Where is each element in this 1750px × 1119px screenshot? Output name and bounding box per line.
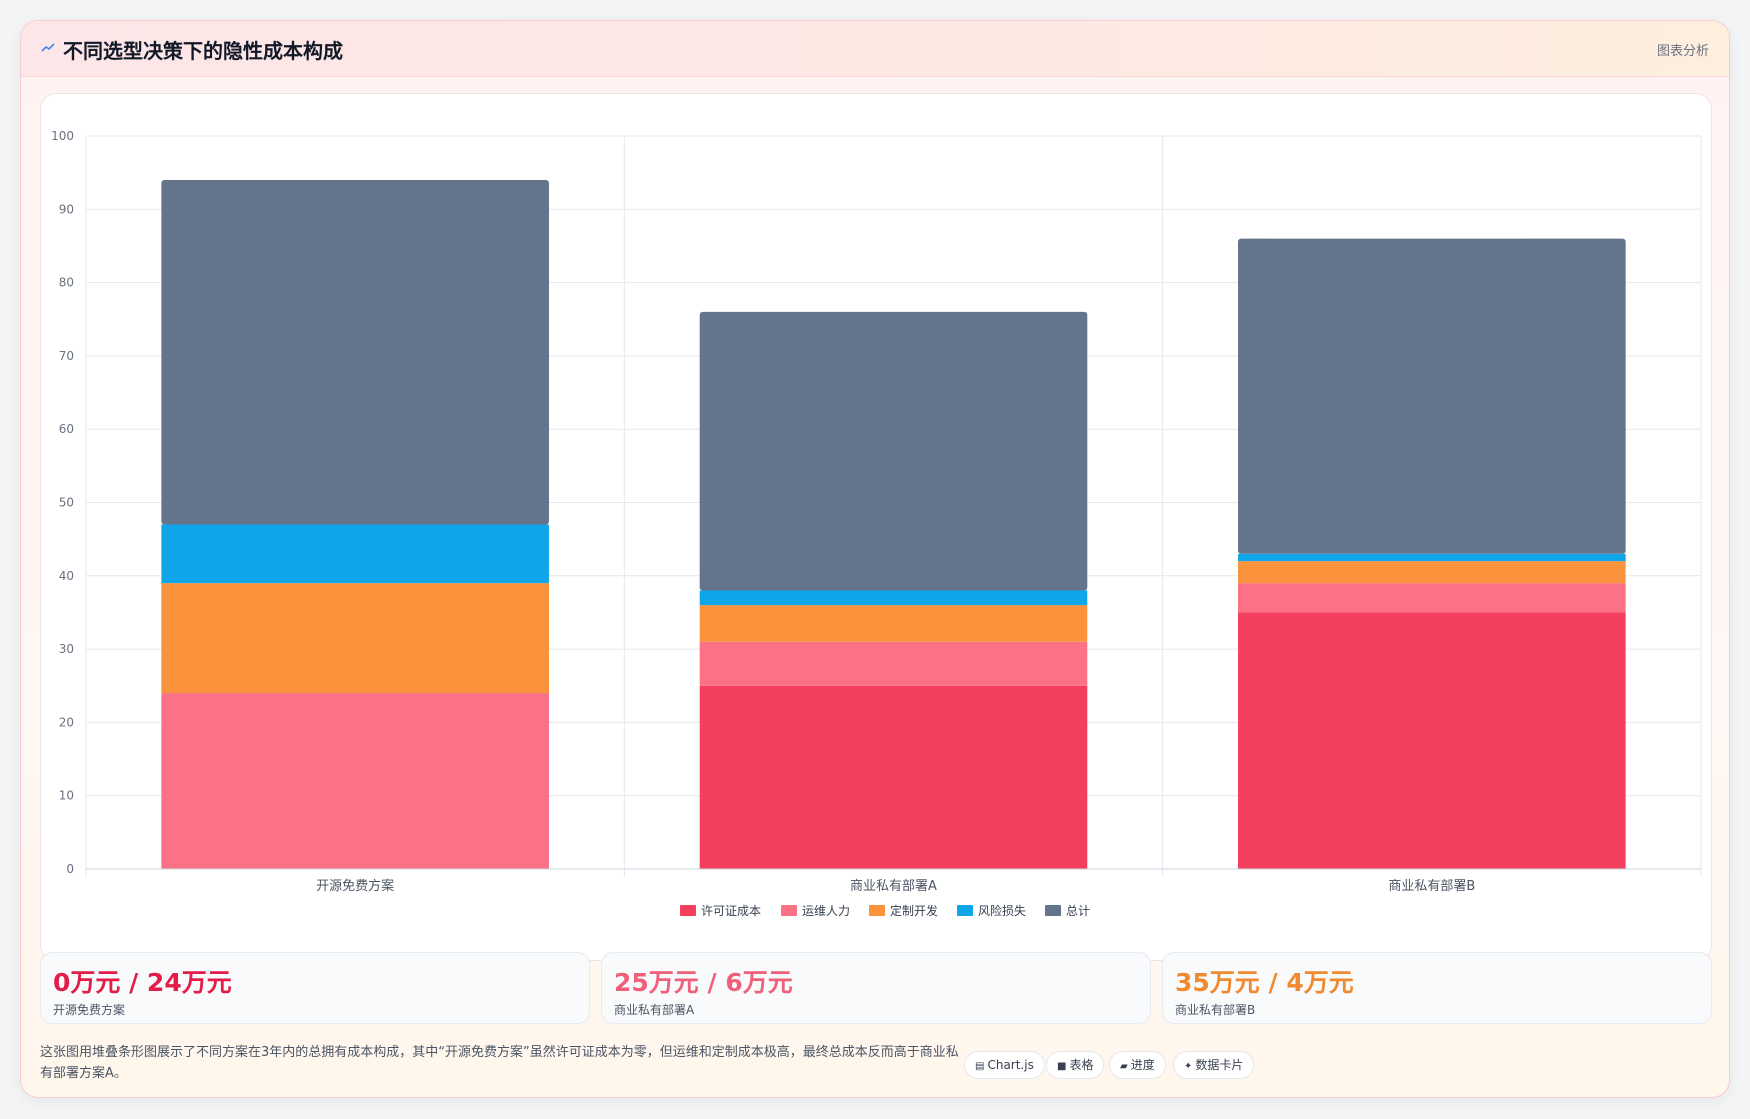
y-tick-label: 80 [59,276,74,290]
chart-description: 这张图用堆叠条形图展示了不同方案在3年内的总拥有成本构成，其中“开源免费方案”虽… [40,1045,959,1081]
sparkle-icon: ✦ [1184,1061,1193,1072]
legend-label: 总计 [1066,904,1090,918]
stacked-bar-chart: 0 10 20 30 40 50 60 70 80 90 100 开源免费方案 商业私有部署A 商业私有部… [51,129,1702,918]
stat-value: 0万元 / 24万元 [53,968,232,997]
y-tick-label: 30 [59,642,74,656]
y-tick-label: 60 [59,422,74,436]
tag-chartjs[interactable]: ▤ Chart.js [964,1051,1045,1079]
stat-card-open-source: 0万元 / 24万元 开源免费方案 [40,952,590,1024]
grid-icon: ■ [1057,1061,1067,1072]
bar-segment [1238,612,1626,869]
progress-icon: ▰ [1120,1061,1128,1072]
stat-card-commercial-a: 25万元 / 6万元 商业私有部署A [601,952,1151,1024]
stat-value: 35万元 / 4万元 [1175,968,1354,997]
y-tick-label: 40 [59,569,74,583]
tag-table[interactable]: ■ 表格 [1046,1051,1105,1079]
stat-label: 商业私有部署A [614,1003,695,1017]
table-icon: ▤ [975,1061,985,1072]
tag-progress[interactable]: ▰ 进度 [1109,1051,1166,1079]
legend-swatch [781,905,797,916]
legend-swatch [1045,905,1061,916]
bar-segment [699,641,1088,686]
bar-segment [699,685,1088,869]
bar-segment [161,179,549,525]
legend-label: 风险损失 [978,903,1026,918]
y-tick-label: 20 [59,715,74,729]
bar-segment [699,590,1088,606]
bar-segment [1238,238,1626,554]
y-tick-label: 100 [51,129,74,143]
legend-swatch [680,905,696,916]
legend-label: 定制开发 [890,903,938,918]
y-tick-label: 70 [59,349,74,363]
page-title: 不同选型决策下的隐性成本构成 [63,39,343,63]
x-tick-label: 开源免费方案 [316,878,394,894]
y-tick-label: 90 [59,202,74,216]
bar-segment [1238,583,1626,613]
y-tick-label: 50 [59,496,74,510]
x-tick-label: 商业私有部署B [1388,879,1475,894]
legend-label: 许可证成本 [701,904,761,918]
chart-line-icon [41,41,57,57]
tag-data-card[interactable]: ✦ 数据卡片 [1173,1051,1255,1079]
stat-card-commercial-b: 35万元 / 4万元 商业私有部署B [1162,952,1712,1024]
stat-value: 25万元 / 6万元 [614,968,793,997]
chart-panel: 0 10 20 30 40 50 60 70 80 90 100 开源免费方案 商业私有部署A 商业私有部… [40,93,1712,961]
y-tick-label: 0 [66,862,74,876]
bar-segment [1238,561,1626,584]
y-tick-label: 10 [59,789,74,803]
chart-analysis-label[interactable]: 图表分析 [1656,44,1709,59]
bar-segment [699,605,1088,642]
bar-segment [161,583,549,694]
legend-label: 运维人力 [802,904,850,918]
bar-segment [699,311,1088,591]
bar-segment [161,524,549,584]
card-header: 不同选型决策下的隐性成本构成 图表分析 [21,21,1729,77]
stat-label: 商业私有部署B [1175,1003,1256,1017]
bar-segment [1238,553,1626,562]
chart-card: 不同选型决策下的隐性成本构成 图表分析 0 10 20 30 40 50 60 70 80 90 1… [20,20,1730,1098]
legend-swatch [957,905,973,916]
stat-label: 开源免费方案 [53,1003,126,1017]
legend-swatch [869,905,885,916]
x-tick-label: 商业私有部署A [850,879,937,894]
bar-segment [161,693,549,869]
